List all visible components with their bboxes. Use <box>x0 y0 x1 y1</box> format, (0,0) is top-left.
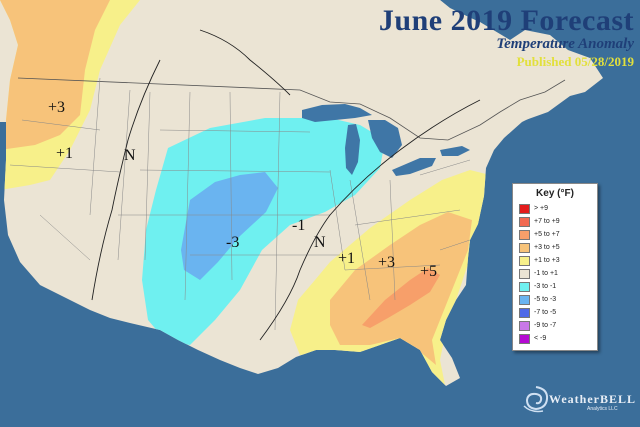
label-sc: +5 <box>420 263 437 280</box>
legend-label: -1 to +1 <box>534 270 558 277</box>
legend-swatch <box>519 333 530 344</box>
legend-label: +1 to +3 <box>534 257 560 264</box>
label-co: -3 <box>226 234 239 251</box>
anomaly-central-blue <box>181 172 278 280</box>
legend-item: +5 to +7 <box>519 228 591 241</box>
legend-swatch <box>519 320 530 331</box>
legend-label: -9 to -7 <box>534 322 557 329</box>
map-title: June 2019 Forecast <box>378 4 634 37</box>
legend-label: -7 to -5 <box>534 309 557 316</box>
anomaly-se-salmon <box>362 268 440 328</box>
legend-label: -5 to -3 <box>534 296 557 303</box>
label-or: +1 <box>56 145 73 162</box>
legend-item: +7 to +9 <box>519 215 591 228</box>
title-block: June 2019 Forecast Temperature Anomaly P… <box>379 4 634 70</box>
lake-superior <box>302 104 372 122</box>
anomaly-west-orange <box>0 0 110 150</box>
legend-label: -3 to -1 <box>534 283 557 290</box>
legend-label: +3 to +5 <box>534 244 560 251</box>
legend-swatch <box>519 255 530 266</box>
label-n-east: N <box>314 234 326 251</box>
legend-item: -9 to -7 <box>519 319 591 332</box>
legend-swatch <box>519 281 530 292</box>
legend-label: < -9 <box>534 335 547 342</box>
brand-logo: WeatherBELL Analytics LLC <box>521 380 635 420</box>
legend-item: +3 to +5 <box>519 241 591 254</box>
legend-item: +1 to +3 <box>519 254 591 267</box>
label-tn: +1 <box>338 250 355 267</box>
trough-line-west <box>91 59 161 301</box>
label-wa: +3 <box>48 99 65 116</box>
legend-swatch <box>519 242 530 253</box>
map-subtitle: Temperature Anomaly <box>496 36 634 52</box>
legend-item: > +9 <box>519 202 591 215</box>
legend-item: -3 to -1 <box>519 280 591 293</box>
lake-michigan <box>345 124 360 175</box>
legend-swatch <box>519 268 530 279</box>
legend-swatch <box>519 294 530 305</box>
legend-item: -5 to -3 <box>519 293 591 306</box>
trough-line-central <box>199 29 291 96</box>
trough-line-east <box>259 99 481 341</box>
label-ia: -1 <box>292 217 305 234</box>
label-nc-w: +3 <box>378 254 395 271</box>
state-lines <box>9 77 471 331</box>
legend: Key (°F) > +9 +7 to +9 +5 to +7 +3 to +5 +1 … <box>512 183 598 351</box>
brand-tagline: Analytics LLC <box>587 406 618 412</box>
legend-swatch <box>519 229 530 240</box>
legend-swatch <box>519 216 530 227</box>
legend-label: > +9 <box>534 205 549 212</box>
lake-huron <box>368 120 402 158</box>
legend-item: < -9 <box>519 332 591 345</box>
legend-item: -7 to -5 <box>519 306 591 319</box>
anomaly-central-cyan <box>142 118 385 345</box>
legend-swatch <box>519 307 530 318</box>
label-n-west: N <box>124 147 136 164</box>
legend-swatch <box>519 203 530 214</box>
canada-border <box>17 77 566 141</box>
legend-label: +5 to +7 <box>534 231 560 238</box>
legend-item: -1 to +1 <box>519 267 591 280</box>
swirl-icon <box>523 386 549 413</box>
brand-name: WeatherBELL <box>549 392 637 406</box>
legend-label: +7 to +9 <box>534 218 560 225</box>
published-date: Published 05/28/2019 <box>516 54 634 69</box>
legend-title: Key (°F) <box>536 188 574 199</box>
lake-erie <box>392 158 436 176</box>
lake-ontario <box>440 146 470 156</box>
